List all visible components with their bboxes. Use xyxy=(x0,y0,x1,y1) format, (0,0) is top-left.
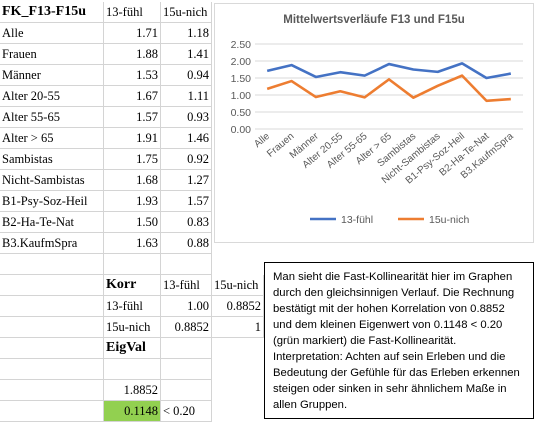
value-cell[interactable]: 0.83 xyxy=(161,212,212,233)
y-tick-label: 1.50 xyxy=(231,73,252,85)
empty-cell[interactable] xyxy=(104,359,161,380)
value-cell[interactable]: 1.67 xyxy=(104,86,161,107)
legend-label: 13-fühl xyxy=(341,214,373,226)
empty-cell[interactable] xyxy=(104,254,161,275)
line-chart[interactable]: Mittelwertsverläufe F13 und F15u 2.50 2.00… xyxy=(214,3,534,243)
value-cell[interactable]: 1.53 xyxy=(104,65,161,86)
korr-header-15u-nich[interactable]: 15u-nich xyxy=(212,275,264,296)
value-cell[interactable]: 0.92 xyxy=(161,149,212,170)
empty-cell[interactable] xyxy=(161,359,212,380)
series-line-15u-nich xyxy=(266,74,511,103)
empty-cell[interactable] xyxy=(161,380,212,401)
empty-cell[interactable] xyxy=(0,317,104,338)
value-cell[interactable]: 1.71 xyxy=(104,23,161,44)
korr-title-cell[interactable]: Korr xyxy=(104,275,161,296)
korr-value-cell[interactable]: 0.8852 xyxy=(212,296,264,317)
row-label-cell[interactable]: Alter 20-55 xyxy=(0,86,104,107)
table-title-cell[interactable]: FK_F13-F15u xyxy=(0,2,104,23)
chart-canvas: Mittelwertsverläufe F13 und F15u 2.50 2.00… xyxy=(231,14,523,226)
value-cell[interactable]: 1.41 xyxy=(161,44,212,65)
row-label-cell[interactable]: Alter > 65 xyxy=(0,128,104,149)
value-cell[interactable]: 1.63 xyxy=(104,233,161,254)
empty-cell[interactable] xyxy=(0,380,104,401)
value-cell[interactable]: 1.68 xyxy=(104,170,161,191)
value-cell[interactable]: 1.27 xyxy=(161,170,212,191)
y-tick-label: 0.50 xyxy=(231,107,252,119)
eigval-title-cell[interactable]: EigVal xyxy=(104,338,161,359)
empty-cell[interactable] xyxy=(161,338,212,359)
y-tick-label: 2.00 xyxy=(231,56,252,68)
column-header-13-fuehl[interactable]: 13-fühl xyxy=(104,2,161,23)
value-cell[interactable]: 0.94 xyxy=(161,65,212,86)
empty-cell[interactable] xyxy=(0,359,104,380)
y-tick-label: 2.50 xyxy=(231,39,252,51)
korr-value-cell[interactable]: 1 xyxy=(212,317,264,338)
row-label-cell[interactable]: Alle xyxy=(0,23,104,44)
threshold-cell[interactable]: < 0.20 xyxy=(161,401,212,422)
empty-cell[interactable] xyxy=(0,275,104,296)
eigenvalue-2-cell[interactable]: 0.1148 xyxy=(104,401,161,422)
note-textbox[interactable]: Man sieht die Fast-Kollinearität hier im… xyxy=(264,262,534,419)
korr-value-cell[interactable]: 1.00 xyxy=(161,296,212,317)
value-cell[interactable]: 0.93 xyxy=(161,107,212,128)
empty-cell[interactable] xyxy=(0,338,104,359)
chart-title: Mittelwertsverläufe F13 und F15u xyxy=(283,14,465,26)
row-label-cell[interactable]: B3.KaufmSpra xyxy=(0,233,104,254)
korr-row-label[interactable]: 15u-nich xyxy=(104,317,161,338)
value-cell[interactable]: 1.57 xyxy=(104,107,161,128)
value-cell[interactable]: 1.91 xyxy=(104,128,161,149)
value-cell[interactable]: 1.93 xyxy=(104,191,161,212)
korr-value-cell[interactable]: 0.8852 xyxy=(161,317,212,338)
korr-row-label[interactable]: 13-fühl xyxy=(104,296,161,317)
value-cell[interactable]: 1.11 xyxy=(161,86,212,107)
value-cell[interactable]: 1.57 xyxy=(161,191,212,212)
row-label-cell[interactable]: B2-Ha-Te-Nat xyxy=(0,212,104,233)
value-cell[interactable]: 1.88 xyxy=(104,44,161,65)
empty-cell[interactable] xyxy=(0,254,104,275)
y-tick-label: 0.00 xyxy=(231,124,252,136)
legend-label: 15u-nich xyxy=(429,214,469,226)
value-cell[interactable]: 1.75 xyxy=(104,149,161,170)
value-cell[interactable]: 1.50 xyxy=(104,212,161,233)
series-line-13-fühl xyxy=(266,62,512,80)
row-label-cell[interactable]: B1-Psy-Soz-Heil xyxy=(0,191,104,212)
row-label-cell[interactable]: Sambistas xyxy=(0,149,104,170)
empty-cell[interactable] xyxy=(0,401,104,422)
value-cell[interactable]: 1.18 xyxy=(161,23,212,44)
row-label-cell[interactable]: Nicht-Sambistas xyxy=(0,170,104,191)
empty-cell[interactable] xyxy=(0,296,104,317)
row-label-cell[interactable]: Alter 55-65 xyxy=(0,107,104,128)
eigenvalue-1-cell[interactable]: 1.8852 xyxy=(104,380,161,401)
value-cell[interactable]: 0.88 xyxy=(161,233,212,254)
column-header-15u-nich[interactable]: 15u-nich xyxy=(161,2,212,23)
empty-cell[interactable] xyxy=(161,254,212,275)
row-label-cell[interactable]: Frauen xyxy=(0,44,104,65)
y-tick-label: 1.00 xyxy=(231,90,252,102)
korr-header-13-fuehl[interactable]: 13-fühl xyxy=(161,275,212,296)
row-label-cell[interactable]: Männer xyxy=(0,65,104,86)
value-cell[interactable]: 1.46 xyxy=(161,128,212,149)
